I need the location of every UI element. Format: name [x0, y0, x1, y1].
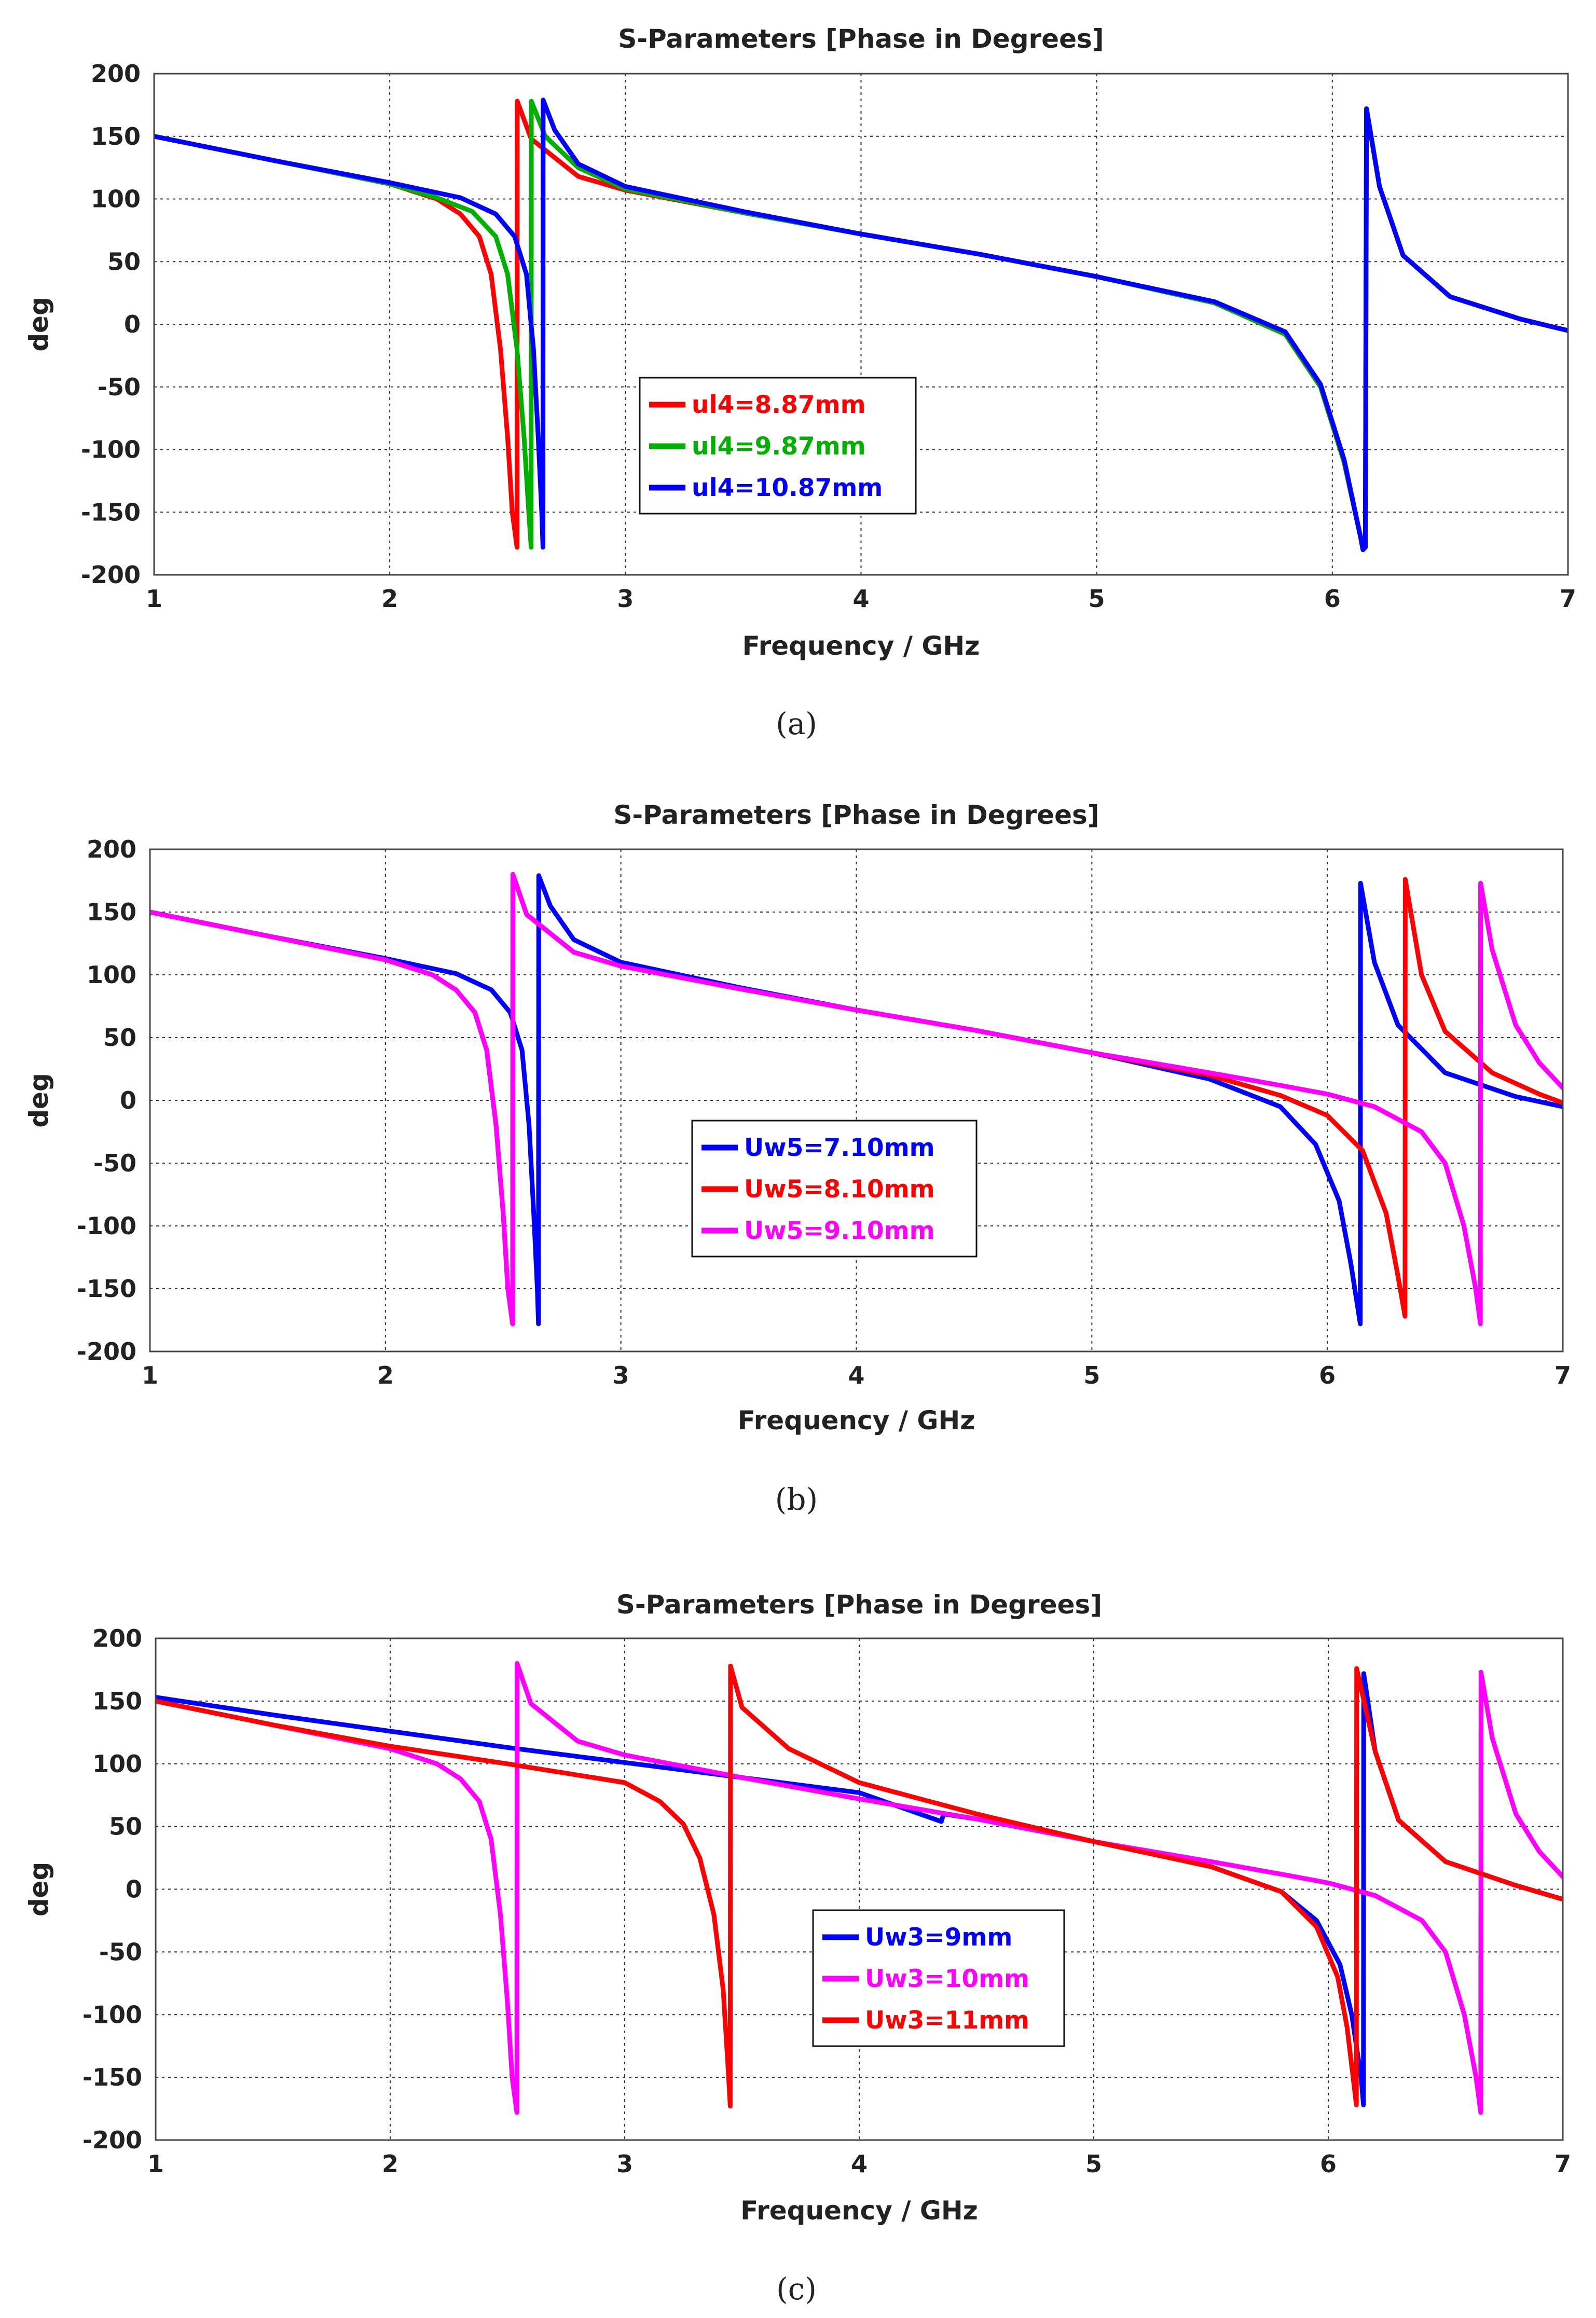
x-tick-label: 7 [1560, 585, 1576, 613]
y-tick-label: 50 [107, 247, 141, 275]
series-line-3 [150, 872, 1563, 1327]
y-axis-label: deg [24, 297, 54, 352]
x-tick-label: 2 [377, 1361, 394, 1389]
x-tick-label: 6 [1324, 585, 1341, 613]
legend-entry: Uw5=8.10mm [744, 1175, 935, 1204]
x-tick-label: 4 [851, 2150, 868, 2178]
legend-box [639, 377, 917, 515]
figure-caption: (a) [776, 706, 817, 741]
x-tick-label: 5 [1083, 1361, 1100, 1389]
legend: ul4=8.87mm ul4=9.87mm ul4=10.87mm [639, 377, 917, 515]
y-axis-label: deg [24, 1073, 54, 1128]
chart-title: S-Parameters [Phase in Degrees] [613, 800, 1099, 830]
x-tick-label: 5 [1089, 585, 1105, 613]
x-tick-label: 3 [617, 585, 634, 613]
series-line-2 [156, 1661, 1563, 2115]
legend-entry: Uw5=7.10mm [744, 1134, 935, 1162]
legend-entry: Uw3=9mm [865, 1923, 1012, 1952]
x-tick-label: 5 [1085, 2150, 1102, 2178]
y-tick-label: 200 [87, 835, 136, 863]
x-axis-label: Frequency / GHz [740, 2196, 978, 2226]
legend-entry: ul4=10.87mm [692, 474, 883, 502]
y-tick-label: -200 [82, 2126, 142, 2154]
figure-caption: (b) [775, 1482, 818, 1517]
x-tick-label: 2 [382, 2150, 398, 2178]
chart-title: S-Parameters [Phase in Degrees] [618, 24, 1104, 54]
chart-c: S-Parameters [Phase in Degrees] 1 2 3 4 5 6 7 20… [24, 1590, 1571, 2307]
y-tick-label: 50 [109, 1813, 142, 1841]
legend-box [691, 1120, 978, 1258]
legend-entry: Uw3=11mm [865, 2006, 1029, 2035]
plot-frame [153, 73, 1569, 576]
legend-entry: ul4=8.87mm [692, 391, 866, 419]
y-tick-label: 0 [126, 1875, 142, 1903]
y-tick-label: -50 [98, 373, 141, 401]
y-tick-label: 0 [124, 310, 141, 338]
plot-frame [149, 848, 1564, 1353]
y-tick-label: -150 [82, 2063, 142, 2091]
x-tick-label: 2 [381, 585, 398, 613]
y-tick-label: -100 [81, 436, 141, 464]
chart-title: S-Parameters [Phase in Degrees] [616, 1590, 1102, 1620]
series-line-3 [154, 98, 1568, 553]
legend-entry: ul4=9.87mm [692, 432, 866, 461]
y-tick-label: -150 [77, 1275, 136, 1303]
legend: Uw5=7.10mm Uw5=8.10mm Uw5=9.10mm [691, 1120, 978, 1258]
legend-entry: Uw5=9.10mm [744, 1217, 935, 1245]
x-tick-label: 3 [616, 2150, 633, 2178]
y-tick-label: 200 [91, 60, 141, 88]
y-tick-label: 150 [91, 122, 141, 150]
x-tick-label: 4 [848, 1361, 864, 1389]
x-tick-label: 7 [1554, 1361, 1571, 1389]
x-axis-label: Frequency / GHz [738, 1405, 975, 1436]
y-tick-label: -150 [81, 498, 141, 526]
y-tick-label: -50 [93, 1149, 136, 1177]
y-tick-label: 200 [92, 1624, 142, 1652]
x-tick-label: 1 [147, 2150, 164, 2178]
x-tick-label: 1 [146, 585, 162, 613]
series-line-3 [156, 1663, 1563, 2109]
x-tick-label: 4 [852, 585, 869, 613]
y-tick-label: -100 [77, 1212, 136, 1240]
y-tick-label: 150 [92, 1687, 142, 1715]
y-tick-label: 100 [92, 1750, 142, 1778]
y-axis-label: deg [24, 1862, 54, 1917]
y-tick-label: 100 [91, 185, 141, 213]
x-tick-label: 7 [1554, 2150, 1571, 2178]
x-tick-label: 3 [613, 1361, 629, 1389]
y-tick-label: 50 [103, 1024, 136, 1052]
y-tick-label: 150 [87, 898, 136, 926]
x-tick-label: 6 [1319, 1361, 1336, 1389]
y-tick-label: -200 [77, 1337, 136, 1365]
x-tick-label: 6 [1320, 2150, 1337, 2178]
y-tick-label: 0 [120, 1086, 136, 1114]
plot-frame [155, 1637, 1564, 2141]
figure-caption: (c) [776, 2271, 817, 2307]
chart-a: S-Parameters [Phase in Degrees] 1 2 3 4 5 6 7 20… [24, 24, 1576, 741]
x-tick-label: 1 [142, 1361, 158, 1389]
y-tick-label: 100 [87, 961, 136, 989]
x-axis-label: Frequency / GHz [742, 631, 980, 661]
chart-b: S-Parameters [Phase in Degrees] 1 2 3 4 5 6 7 20… [24, 800, 1571, 1517]
legend-entry: Uw3=10mm [865, 1965, 1029, 1993]
y-tick-label: -200 [81, 561, 141, 589]
y-tick-label: -50 [99, 1938, 142, 1966]
y-tick-label: -100 [82, 2000, 142, 2029]
legend: Uw3=9mm Uw3=10mm Uw3=11mm [812, 1909, 1065, 2047]
